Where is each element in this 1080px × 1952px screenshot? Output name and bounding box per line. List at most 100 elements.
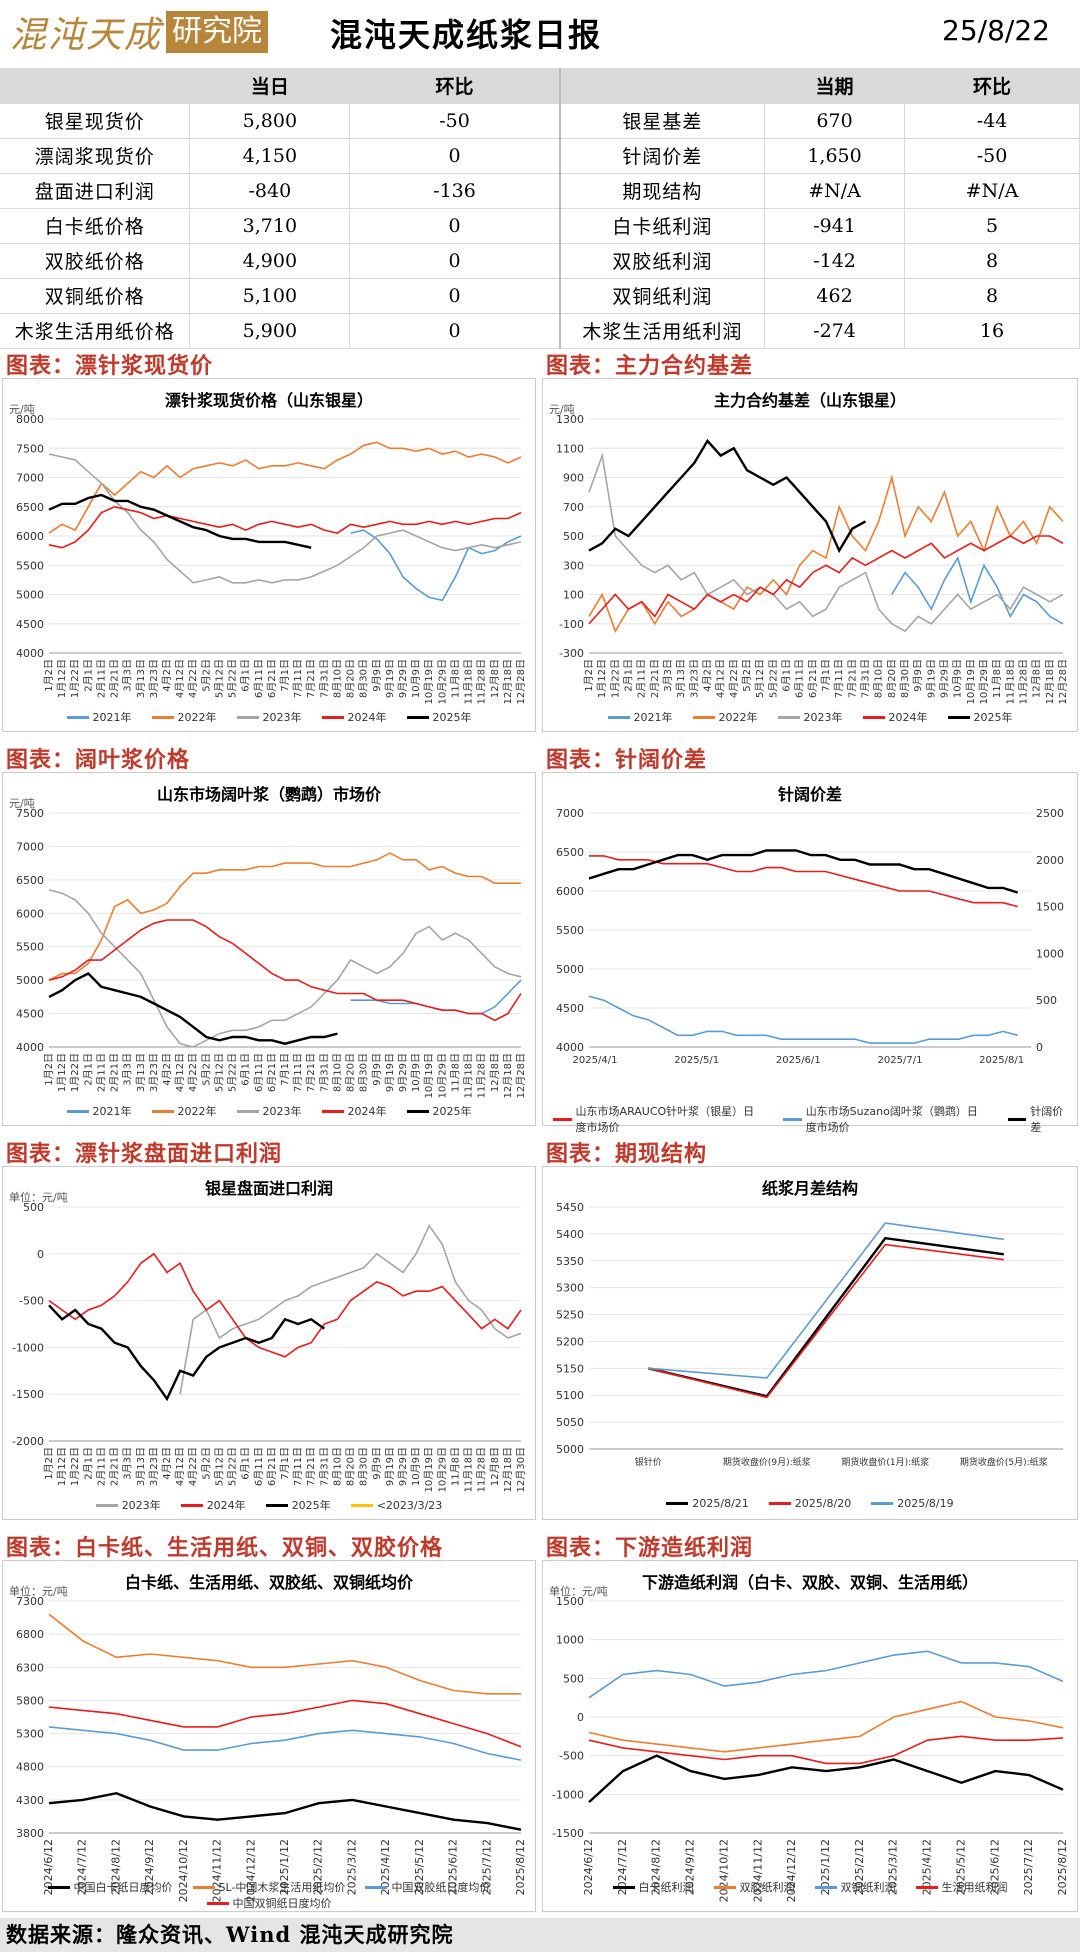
- logo: 混沌天成 研究院: [10, 10, 269, 56]
- y-tick-label: -500: [19, 1295, 44, 1308]
- y-tick-label: 4500: [16, 1008, 44, 1021]
- x-tick-label: 2025/2/12: [312, 1839, 325, 1895]
- chart-title: 白卡纸、生活用纸、双胶纸、双铜纸均价: [124, 1573, 413, 1592]
- x-tick-label: 10月29日: [978, 659, 990, 704]
- x-tick-label: 5月2日: [200, 1447, 212, 1480]
- x-tick-label: 9月9日: [371, 1053, 383, 1086]
- legend-label: SL-中国木浆生活用纸均价: [218, 1881, 346, 1894]
- x-tick-label: 6月1日: [240, 1447, 252, 1480]
- x-tick-label: 1月2日: [43, 1053, 55, 1086]
- series-line: [588, 1700, 1064, 1753]
- y2-tick-label: 0: [1036, 1041, 1043, 1054]
- y-tick-label: 900: [563, 472, 584, 485]
- x-tick-label: 5月2日: [741, 659, 753, 692]
- legend-label: 中国双胶纸日度均价: [391, 1881, 491, 1894]
- legend-item: 双铜纸利润: [814, 1879, 896, 1895]
- x-tick-label: 8月30日: [358, 659, 370, 698]
- x-tick-label: 1月12日: [596, 659, 608, 698]
- table-value-cell: -840: [189, 173, 351, 209]
- table-value-cell: 16: [904, 313, 1080, 349]
- legend-label: 2021年: [633, 711, 673, 724]
- x-tick-label: 7月31日: [318, 1447, 330, 1486]
- legend-swatch: [47, 1885, 70, 1889]
- legend-swatch: [66, 715, 89, 719]
- page-title: 混沌天成纸浆日报: [330, 16, 603, 54]
- chart-legend: 2021年 2022年 2023年 2024年 2025年: [3, 1103, 535, 1119]
- x-tick-label: 5月12日: [213, 659, 225, 698]
- table-value-cell: 462: [764, 278, 906, 314]
- y2-tick-label: 500: [1036, 994, 1057, 1007]
- table-value-cell: 5,100: [189, 278, 351, 314]
- chart-legend: 2025/8/21 2025/8/20 2025/8/19: [543, 1497, 1077, 1510]
- x-tick-label: 10月29日: [436, 1447, 448, 1492]
- x-tick-label: 9月29日: [397, 659, 409, 698]
- x-tick-label: 6月1日: [240, 659, 252, 692]
- table-header-cell: [0, 68, 191, 104]
- x-tick-label: 9月19日: [925, 659, 937, 698]
- y-tick-label: -300: [559, 647, 584, 660]
- y-tick-label: -1500: [552, 1827, 584, 1840]
- x-tick-label: 12月8日: [489, 1447, 501, 1486]
- chart-legend: 2023年 2024年 2025年 <2023/3/23: [3, 1497, 535, 1513]
- y-tick-label: 7500: [16, 807, 44, 820]
- x-tick-label: 8月30日: [899, 659, 911, 698]
- chart-svg: 4000 4500 5000 5500 6000 6500 7000 7500 1月2日 1月12…: [16, 807, 527, 1098]
- panel-title-basis: 图表：主力合约基差: [546, 353, 754, 379]
- x-tick-label: 9月9日: [371, 1447, 383, 1480]
- y-tick-label: 8000: [16, 413, 44, 426]
- x-tick-label: 9月19日: [384, 1447, 396, 1486]
- x-tick-label: 3月13日: [135, 1053, 147, 1092]
- legend-swatch: [871, 1502, 894, 1505]
- table-row: 漂阔浆现货价 4,150 0 针阔价差 1,650 -50: [0, 138, 1080, 174]
- legend-label: 2022年: [177, 1105, 217, 1118]
- legend-label: 2025年: [432, 711, 472, 724]
- x-tick-label: 10月9日: [410, 1447, 422, 1486]
- table-label-cell: 白卡纸利润: [559, 208, 766, 244]
- x-tick-label: 11月8日: [449, 659, 461, 698]
- legend-item: 2023年: [236, 1103, 302, 1119]
- x-tick-label: 2025/2/12: [853, 1839, 866, 1895]
- chart-legend: 中国白卡纸日度均价 SL-中国木浆生活用纸均价 中国双胶纸日度均价 中国双铜纸日度均价: [3, 1879, 535, 1911]
- x-tick-label: 期货收盘价(9月):纸浆: [723, 1456, 811, 1468]
- series-line: [48, 441, 522, 534]
- chart-unit-label: 元/吨: [9, 797, 35, 810]
- y-tick-label: 4000: [556, 1041, 584, 1054]
- x-tick-label: 11月18日: [463, 1447, 475, 1492]
- chart-title: 下游造纸利润（白卡、双胶、双铜、生活用纸）: [641, 1573, 978, 1592]
- x-tick-label: 1月12日: [56, 1053, 68, 1092]
- x-tick-label: 2月21日: [109, 1447, 121, 1486]
- legend-swatch: [612, 1885, 635, 1889]
- legend-swatch: [236, 1109, 259, 1113]
- series-line: [48, 1726, 522, 1761]
- x-tick-label: 2025/1/12: [278, 1839, 291, 1895]
- x-tick-label: 2024/6/12: [42, 1839, 55, 1895]
- x-tick-label: 2024/6/12: [582, 1839, 595, 1895]
- legend-label: 2023年: [262, 711, 302, 724]
- legend-swatch: [180, 1503, 203, 1507]
- table-label-cell: 双铜纸利润: [559, 278, 766, 314]
- legend-swatch: [553, 1117, 572, 1121]
- x-tick-label: 8月10日: [331, 1447, 343, 1486]
- legend-swatch: [192, 1885, 215, 1889]
- legend-swatch: [406, 715, 429, 719]
- y-tick-label: 500: [563, 1672, 584, 1685]
- panel-title-hardwood: 图表：阔叶浆价格: [6, 747, 191, 773]
- chart-title: 针阔价差: [777, 785, 842, 804]
- x-tick-label: 6月1日: [781, 659, 793, 692]
- legend-label: 双铜纸利润: [840, 1881, 896, 1894]
- y-tick-label: 4000: [16, 1041, 44, 1054]
- legend-item: 2024年: [321, 709, 387, 725]
- table-value-cell: 0: [349, 138, 561, 174]
- x-tick-label: 7月1日: [279, 659, 291, 692]
- table-value-cell: -44: [904, 103, 1080, 139]
- chart-panel-spread: 针阔价差 4000 4500 5000 5500 6000 6500 7000 0 500 1000…: [542, 772, 1078, 1134]
- y-tick-label: 7000: [16, 472, 44, 485]
- legend-item: 2023年: [95, 1497, 161, 1513]
- legend-label: 2025/8/20: [794, 1497, 852, 1510]
- legend-item: 2023年: [236, 709, 302, 725]
- x-tick-label: 12月18日: [502, 1053, 514, 1098]
- x-tick-label: 2025/5/12: [954, 1839, 967, 1895]
- x-tick-label: 6月21日: [807, 659, 819, 698]
- x-tick-label: 12月8日: [489, 1053, 501, 1092]
- y-tick-label: 3800: [16, 1827, 44, 1840]
